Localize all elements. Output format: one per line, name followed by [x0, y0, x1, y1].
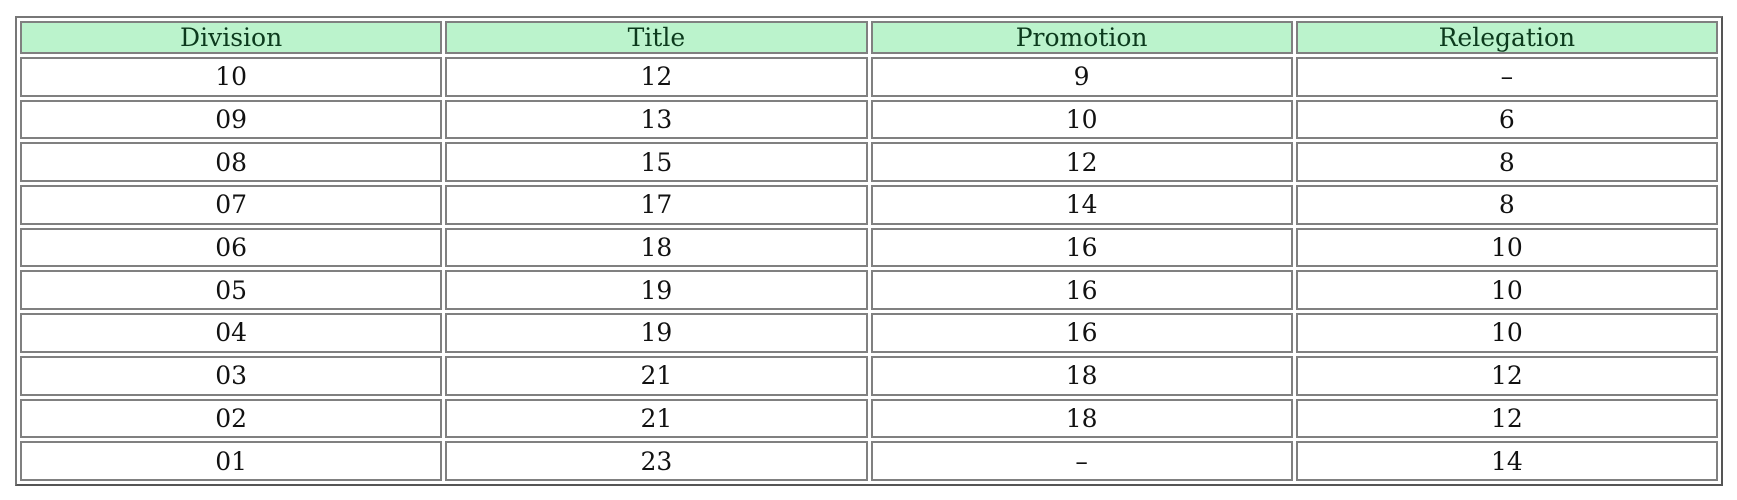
cell-relegation: 12 — [1295, 398, 1718, 439]
header-row: Division Title Promotion Relegation — [20, 21, 1718, 54]
cell-relegation: 8 — [1295, 142, 1718, 183]
cell-division: 01 — [20, 441, 443, 481]
cell-title: 19 — [445, 270, 868, 311]
cell-division: 09 — [20, 99, 443, 140]
cell-title: 19 — [445, 313, 868, 353]
cell-relegation: 10 — [1295, 227, 1718, 268]
cell-relegation: 10 — [1295, 313, 1718, 353]
cell-title: 15 — [445, 142, 868, 183]
cell-relegation: 8 — [1295, 185, 1718, 225]
cell-promotion: 9 — [870, 57, 1293, 97]
cell-promotion: 12 — [870, 142, 1293, 183]
cell-title: 17 — [445, 185, 868, 225]
header-relegation: Relegation — [1295, 21, 1718, 54]
table-row: 04 19 16 10 — [20, 313, 1718, 353]
table-row: 02 21 18 12 — [20, 398, 1718, 439]
cell-promotion: 18 — [870, 355, 1293, 396]
cell-relegation: 12 — [1295, 355, 1718, 396]
cell-division: 05 — [20, 270, 443, 311]
cell-division: 02 — [20, 398, 443, 439]
cell-promotion: 18 — [870, 398, 1293, 439]
cell-promotion: 16 — [870, 270, 1293, 311]
header-title: Title — [445, 21, 868, 54]
header-division: Division — [20, 21, 443, 54]
table-row: 05 19 16 10 — [20, 270, 1718, 311]
cell-division: 06 — [20, 227, 443, 268]
cell-promotion: 16 — [870, 227, 1293, 268]
cell-promotion: 14 — [870, 185, 1293, 225]
cell-division: 04 — [20, 313, 443, 353]
cell-relegation: 14 — [1295, 441, 1718, 481]
cell-relegation: 10 — [1295, 270, 1718, 311]
division-table: Division Title Promotion Relegation 10 12… — [15, 16, 1723, 486]
table-row: 09 13 10 6 — [20, 99, 1718, 140]
cell-relegation: 6 — [1295, 99, 1718, 140]
table-row: 01 23–14 — [20, 441, 1718, 481]
table-row: 07 17 14 8 — [20, 185, 1718, 225]
table-row: 06 18 16 10 — [20, 227, 1718, 268]
header-promotion: Promotion — [870, 21, 1293, 54]
cell-promotion: 16 — [870, 313, 1293, 353]
cell-title: 21 — [445, 355, 868, 396]
table-row: 10 12 9– — [20, 57, 1718, 97]
cell-division: 10 — [20, 57, 443, 97]
cell-division: 03 — [20, 355, 443, 396]
cell-title: 12 — [445, 57, 868, 97]
cell-relegation: – — [1295, 57, 1718, 97]
cell-division: 08 — [20, 142, 443, 183]
table-row: 03 21 18 12 — [20, 355, 1718, 396]
cell-title: 21 — [445, 398, 868, 439]
table-row: 08 15 12 8 — [20, 142, 1718, 183]
cell-division: 07 — [20, 185, 443, 225]
cell-title: 18 — [445, 227, 868, 268]
cell-title: 13 — [445, 99, 868, 140]
cell-title: 23 — [445, 441, 868, 481]
cell-promotion: – — [870, 441, 1293, 481]
cell-promotion: 10 — [870, 99, 1293, 140]
